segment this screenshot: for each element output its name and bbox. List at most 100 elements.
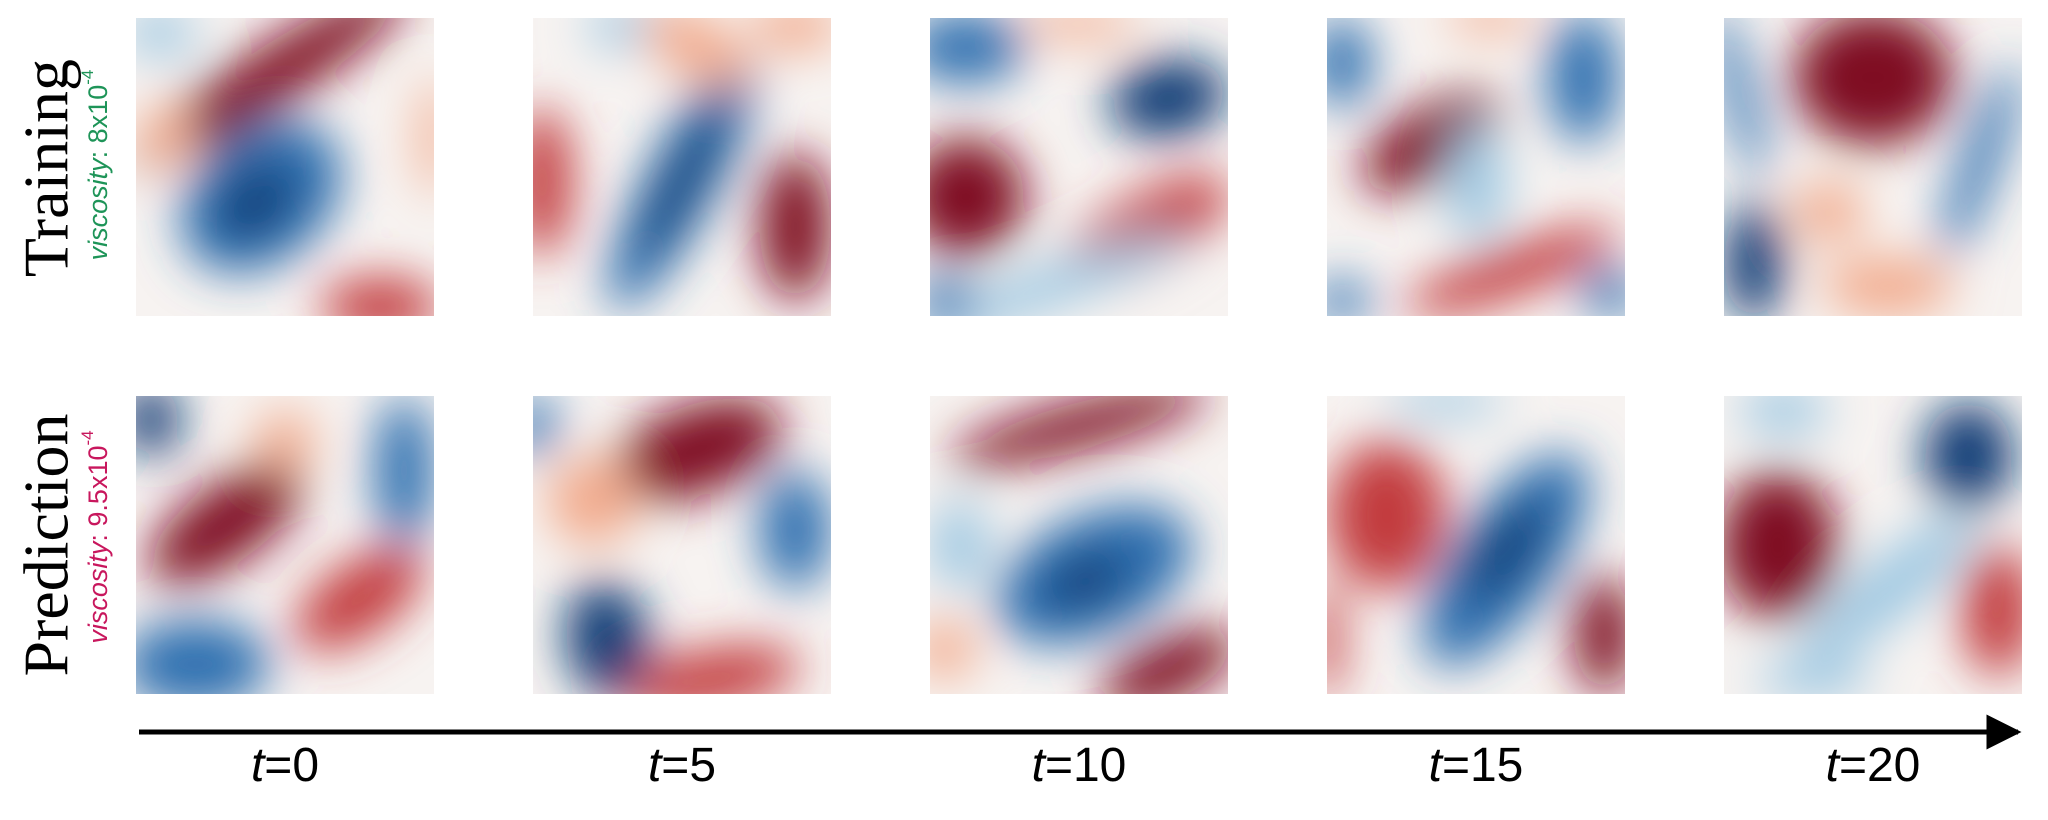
param-name: viscosity bbox=[83, 157, 113, 261]
field-blob bbox=[1446, 122, 1506, 242]
field-blobs bbox=[136, 18, 434, 316]
field-blob bbox=[586, 18, 659, 48]
field-blob bbox=[643, 18, 751, 88]
field-blob bbox=[1822, 256, 1954, 316]
field-blob bbox=[1386, 396, 1506, 417]
field-blob bbox=[623, 645, 800, 694]
time-label: t=10 bbox=[1032, 739, 1127, 792]
row-parameter: viscosity: 8x10-4 bbox=[78, 70, 113, 261]
field-blob bbox=[930, 231, 1190, 316]
field-blob bbox=[1043, 552, 1127, 610]
field-blob bbox=[949, 396, 1209, 468]
param-exponent: -4 bbox=[78, 430, 97, 445]
field-blob bbox=[1099, 628, 1228, 694]
field-blob bbox=[255, 410, 315, 471]
field-panel bbox=[1724, 396, 2022, 694]
param-value: : 8x10 bbox=[83, 85, 113, 159]
field-blobs bbox=[533, 396, 831, 694]
field-blob bbox=[1962, 545, 2022, 677]
field-blob bbox=[136, 18, 196, 57]
field-blob bbox=[611, 397, 783, 502]
time-symbol: t bbox=[251, 739, 266, 792]
panels bbox=[136, 18, 2022, 694]
time-symbol: t bbox=[1429, 739, 1444, 792]
field-blobs bbox=[930, 18, 1228, 316]
field-panel bbox=[1724, 18, 2022, 316]
time-symbol: t bbox=[1826, 739, 1841, 792]
field-panel bbox=[136, 18, 434, 316]
row-label: Prediction bbox=[11, 413, 82, 676]
field-panel bbox=[930, 18, 1228, 316]
time-value: =15 bbox=[1442, 739, 1523, 792]
field-blob bbox=[215, 166, 295, 240]
field-blob bbox=[1792, 181, 1865, 242]
time-value: =0 bbox=[264, 739, 319, 792]
field-blob bbox=[1574, 574, 1625, 694]
field-blob bbox=[930, 137, 1026, 257]
field-blobs bbox=[533, 18, 831, 310]
field-blob bbox=[419, 77, 434, 197]
field-blob bbox=[1109, 58, 1228, 138]
field-blobs bbox=[1724, 396, 2022, 694]
field-blob bbox=[533, 107, 572, 257]
field-blob bbox=[1327, 440, 1447, 590]
field-blob bbox=[136, 107, 196, 167]
field-blob bbox=[1446, 18, 1536, 33]
field-panel bbox=[136, 396, 434, 694]
field-blob bbox=[136, 18, 409, 171]
field-blob bbox=[1327, 18, 1372, 108]
field-panel bbox=[930, 396, 1228, 694]
field-blob bbox=[759, 470, 831, 590]
field-blob bbox=[930, 18, 1026, 84]
field-blob bbox=[1923, 401, 2014, 510]
field-panel bbox=[533, 396, 831, 694]
field-blob bbox=[136, 619, 271, 694]
field-blob bbox=[750, 18, 831, 51]
field-panel bbox=[1327, 18, 1625, 316]
field-blob bbox=[1799, 513, 1977, 666]
field-blob bbox=[1327, 280, 1372, 316]
time-value: =5 bbox=[661, 739, 716, 792]
field-blob bbox=[1724, 18, 1767, 179]
time-label: t=20 bbox=[1826, 739, 1921, 792]
field-blob bbox=[637, 102, 727, 262]
field-blob bbox=[759, 152, 831, 302]
field-blob bbox=[1327, 580, 1342, 694]
field-blobs bbox=[1327, 18, 1625, 316]
time-symbol: t bbox=[648, 739, 663, 792]
field-blobs bbox=[1327, 396, 1625, 694]
field-blob bbox=[547, 455, 638, 545]
param-name: viscosity bbox=[83, 540, 113, 644]
field-blob bbox=[930, 277, 975, 316]
field-blobs bbox=[136, 396, 434, 694]
time-symbol: t bbox=[1032, 739, 1047, 792]
field-blob bbox=[1466, 500, 1546, 602]
field-blob bbox=[1724, 470, 1838, 620]
field-blob bbox=[1792, 18, 1954, 147]
field-blob bbox=[533, 396, 557, 456]
field-blob bbox=[374, 396, 434, 545]
row-parameter: viscosity: 9.5x10-4 bbox=[78, 430, 113, 643]
field-blob bbox=[1940, 62, 2020, 260]
time-label: t=15 bbox=[1429, 739, 1524, 792]
param-value: : 9.5x10 bbox=[83, 446, 113, 542]
field-blob bbox=[295, 546, 424, 651]
param-exponent: -4 bbox=[78, 70, 97, 85]
time-label: t=0 bbox=[251, 739, 319, 792]
field-panel bbox=[1327, 396, 1625, 694]
field-blob bbox=[1361, 93, 1501, 193]
field-blob bbox=[320, 277, 434, 316]
field-blobs bbox=[1724, 18, 2020, 316]
field-blob bbox=[1738, 396, 1829, 435]
field-blob bbox=[565, 581, 650, 694]
field-blob bbox=[1019, 18, 1139, 39]
field-blob bbox=[1753, 661, 1873, 694]
field-blob bbox=[148, 463, 302, 585]
row-label: Training bbox=[11, 59, 82, 277]
field-blob bbox=[1405, 226, 1619, 316]
time-value: =20 bbox=[1839, 739, 1920, 792]
field-blob bbox=[930, 500, 990, 590]
field-blob bbox=[1547, 18, 1620, 144]
